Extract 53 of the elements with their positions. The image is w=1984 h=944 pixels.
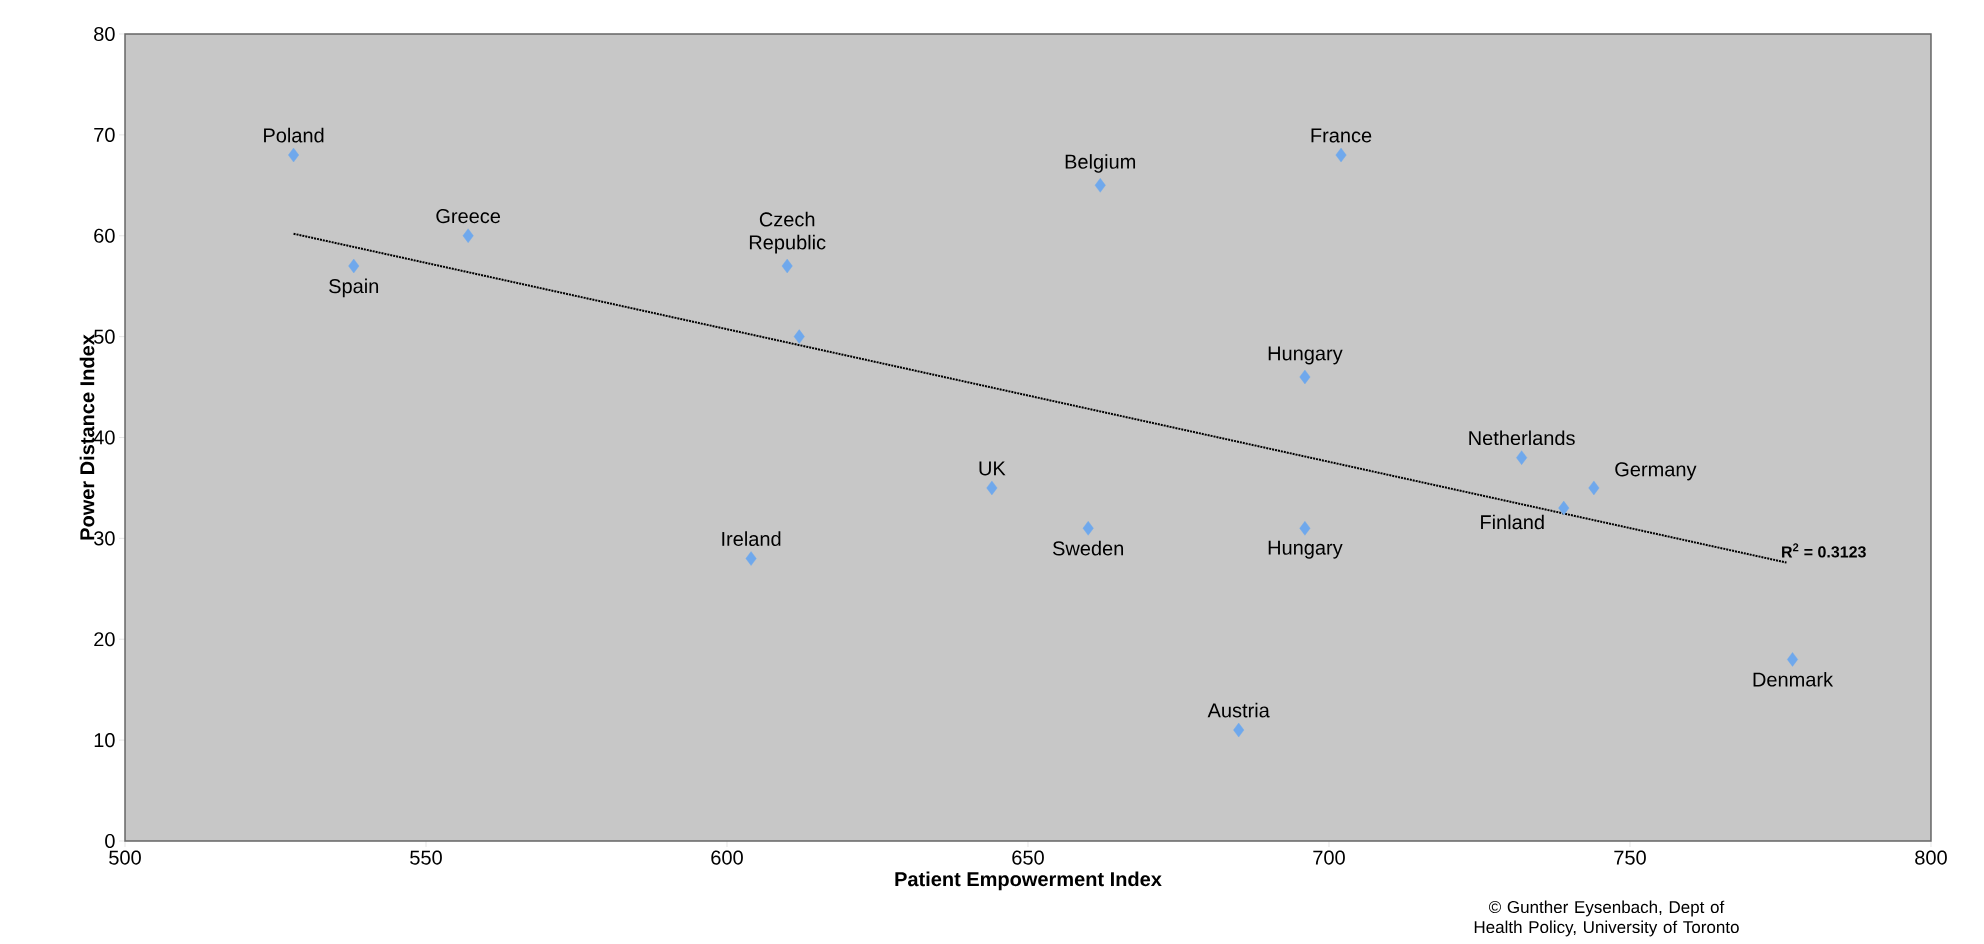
- point: [745, 551, 757, 566]
- annotation: R$^{2}$ = 0.3123: [1782, 543, 1866, 558]
- y-tick-label: 80: [94, 26, 115, 42]
- annotation: Spain: [329, 278, 379, 298]
- point: [793, 329, 805, 344]
- annotation: Austria: [1207, 702, 1270, 718]
- y-tick-label: 30: [94, 531, 115, 546]
- x-tick-label: 500: [109, 850, 141, 865]
- point: [288, 147, 300, 163]
- x-tick-label: 600: [711, 850, 743, 865]
- x-axis-title: Patient Empowerment Index: [895, 871, 1162, 891]
- annotation: Netherlands: [1469, 430, 1575, 446]
- annotation: Finland: [1481, 514, 1544, 530]
- point: [1787, 652, 1798, 667]
- x-tick-label: 750: [1614, 850, 1646, 865]
- y-tick-label: 60: [94, 228, 115, 243]
- y-tick-label: 20: [94, 632, 115, 647]
- point: [1299, 521, 1311, 536]
- annotation: Hungary: [1268, 540, 1343, 559]
- point: [348, 258, 360, 274]
- annotation: Denmark: [1753, 671, 1834, 687]
- y-tick-label: 70: [94, 127, 115, 142]
- y-tick-label: 50: [94, 329, 115, 344]
- point: [1516, 450, 1528, 465]
- annotation: Sweden: [1052, 540, 1124, 556]
- y-tick-label: 10: [94, 733, 115, 748]
- y-tick-label: 0: [105, 833, 115, 849]
- annotation: Belgium: [1065, 154, 1136, 173]
- annotation: Germany: [1615, 462, 1697, 481]
- annotation: UK: [979, 461, 1006, 476]
- point: [1233, 722, 1245, 738]
- point: [1082, 521, 1094, 536]
- text: © Gunther Eysenbach, Dept of Health Policy, University of Toronto: [1474, 900, 1739, 937]
- annotation: Greece: [436, 209, 501, 224]
- y-axis-title: Power Distance Index: [79, 334, 95, 540]
- point: [1094, 178, 1106, 193]
- annotation: France: [1311, 128, 1372, 143]
- point: [1335, 147, 1347, 163]
- point: [781, 258, 793, 274]
- x-tick-label: 700: [1313, 850, 1345, 865]
- point: [1588, 480, 1600, 496]
- x-tick-label: 800: [1915, 850, 1947, 865]
- x-tick-label: 650: [1012, 850, 1044, 865]
- point: [986, 480, 998, 496]
- annotation: Poland: [264, 127, 324, 143]
- y-tick-label: 40: [93, 430, 115, 445]
- annotation: Hungary: [1268, 346, 1343, 365]
- annotation: Czech Republic: [749, 211, 826, 254]
- point: [462, 228, 474, 243]
- point: [1299, 369, 1311, 385]
- point: [1558, 500, 1570, 516]
- x-tick-label: 550: [410, 850, 442, 865]
- annotation: Ireland: [722, 531, 781, 546]
